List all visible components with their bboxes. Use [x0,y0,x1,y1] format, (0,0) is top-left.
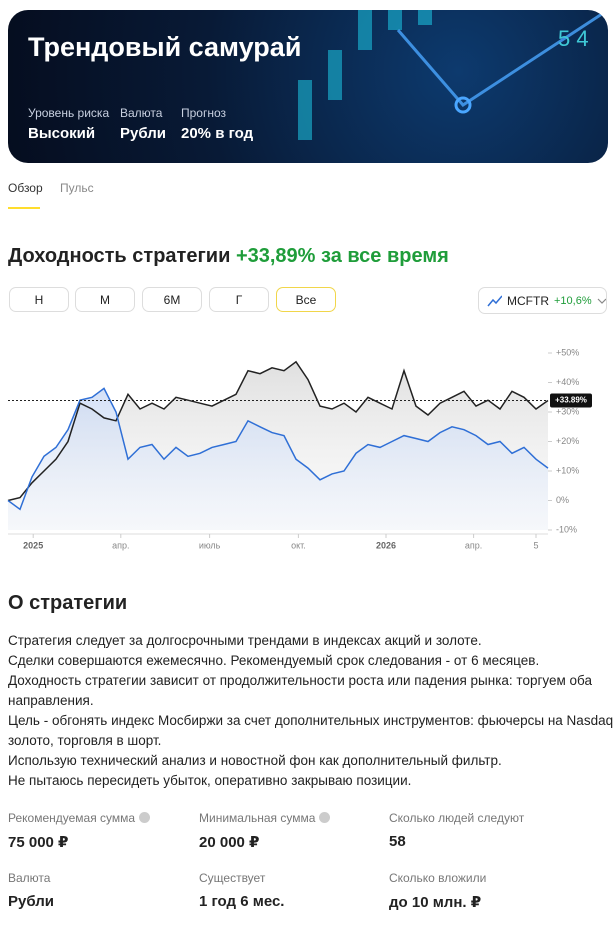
series-area [8,388,548,530]
tab-indicator [8,207,40,209]
benchmark-icon [487,295,502,306]
about-text: Стратегия следует за долгосрочными тренд… [8,631,615,791]
info-label: Сколько людей следуют [389,811,525,825]
tab[interactable]: Обзор [8,181,43,195]
info-value: до 10 млн. ₽ [389,894,482,911]
y-tick-label: 0% [556,495,569,505]
stat-label: Валюта [120,106,163,120]
x-tick-label: 5 [533,540,538,550]
help-icon [319,812,331,823]
stat-label: Уровень риска [28,106,110,120]
period-button[interactable]: Н [9,287,69,312]
text-line: Стратегия следует за долгосрочными тренд… [8,633,482,648]
info-value: 75 000 ₽ [8,834,69,851]
stat-value: Рубли [120,125,166,142]
x-tick-label: 2025 [23,540,43,550]
benchmark-change: +10,6% [554,294,592,307]
text-line: направления. [8,693,94,708]
info-value: 20 000 ₽ [199,834,260,851]
svg-text:5 4: 5 4 [558,26,589,51]
text-line: Доходность стратегии зависит от продолжи… [8,673,592,688]
help-icon [139,812,151,823]
text-line: Сделки совершаются ежемесячно. Рекоменду… [8,653,540,668]
about-title: О стратегии [8,592,128,614]
x-tick-label: июль [199,540,221,550]
stat-label: Прогноз [181,106,227,120]
x-tick-label: апр. [112,540,129,550]
info-value: 58 [389,833,406,850]
chevron [597,298,606,304]
stat-value: Высокий [28,125,96,142]
x-tick-label: апр. [465,540,482,550]
period-button[interactable]: М [75,287,135,312]
strategy-title: Трендовый самурай [28,32,302,62]
y-tick-label: +30% [556,406,579,416]
info-label: Сколько вложили [389,871,487,885]
info-label: Валюта [8,871,51,885]
y-tick-label: +10% [556,465,579,475]
info-label: Минимальная сумма [199,811,331,825]
series-line [7,360,549,502]
info-label: Рекомендуемая сумма [8,811,151,825]
y-tick-label: +40% [556,377,579,387]
benchmark-name: MCFTR [507,293,549,308]
heading-highlight: +33,89% за все время [235,245,449,267]
series-line [7,387,549,511]
x-tick-label: 2026 [376,540,396,550]
period-button[interactable]: 6М [142,287,202,312]
y-tick-label: +20% [556,436,579,446]
info-value: 1 год 6 мес. [199,893,285,910]
info-value: Рубли [8,893,54,910]
y-tick-label: +50% [556,347,579,357]
heading-text: Доходность стратегии [8,245,231,267]
text-line: Цель - обгонять индекс Мосбиржи за счет … [8,713,615,728]
y-tick-label: -10% [556,524,577,534]
stat-value: 20% в год [181,125,254,142]
tab[interactable]: Пульс [60,181,94,195]
returns-heading: Доходность стратегии +33,89% за все врем… [8,245,449,268]
hero-decor: 5 4 [298,10,608,140]
text-line: Не пытаюсь пересидеть убыток, оперативно… [8,773,412,788]
text-line: Использую технический анализ и новостной… [8,753,502,768]
text-line: золото, торговля в шорт. [8,733,162,748]
hero-card: 5 4 Трендовый самурай Уровень риска Высо… [8,10,608,163]
info-label: Существует [199,871,266,885]
benchmark-button[interactable]: MCFTR +10,6% [478,287,607,314]
x-tick-label: окт. [291,540,306,550]
period-button[interactable]: Все [276,287,336,312]
last-value-label: +33.89% [555,396,587,405]
chart: -10% 0% +10% +20% +30% +40% +50% 2025 апр. июль ок… [7,347,592,550]
last-value-badge [550,393,592,408]
period-button[interactable]: Г [209,287,269,312]
